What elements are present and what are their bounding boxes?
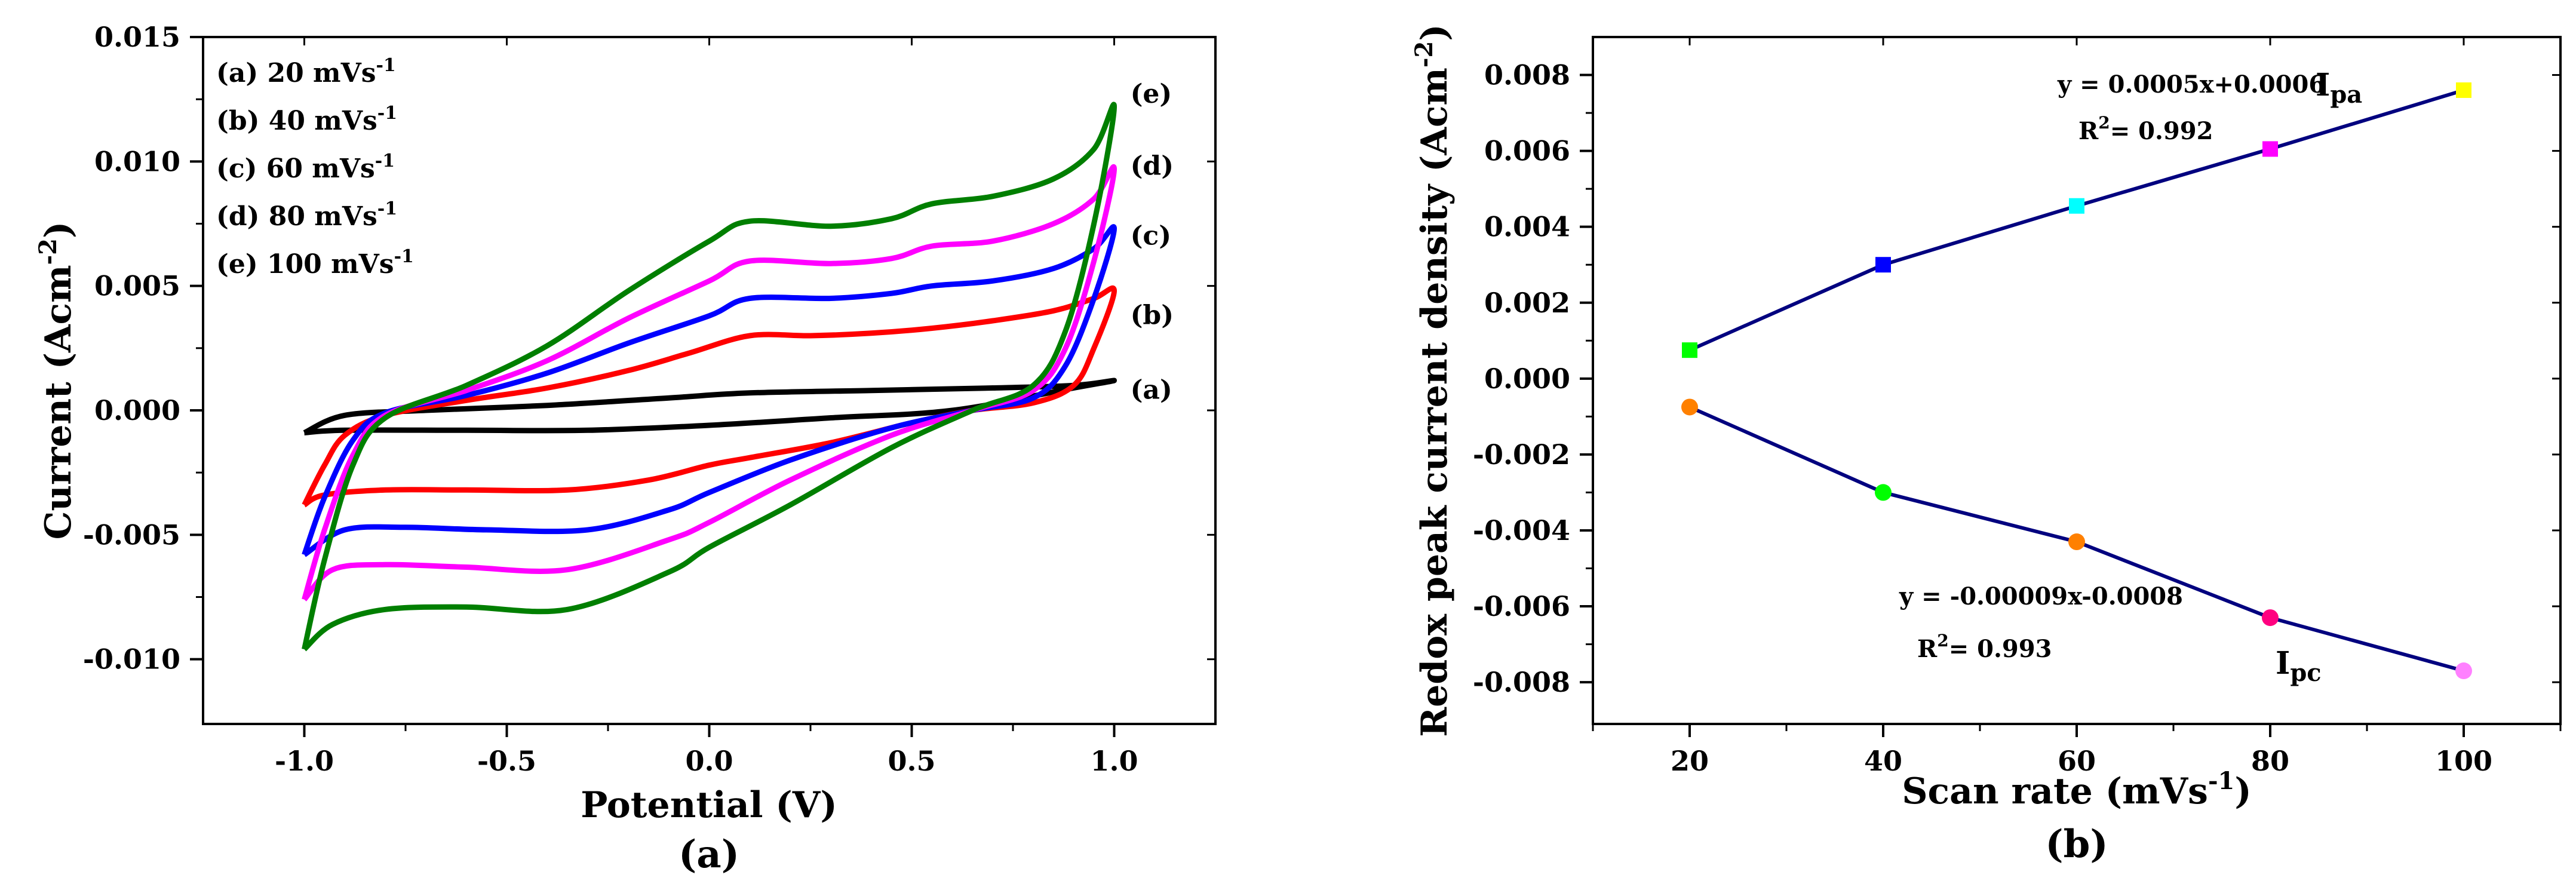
y-tick-label: 0.004 — [1484, 211, 1570, 243]
x-tick-label: 0.5 — [888, 745, 935, 777]
point-Ipc — [2262, 609, 2279, 627]
scan-rate-panel-label: (b) — [2045, 822, 2108, 867]
y-tick-label: 0.005 — [94, 270, 180, 302]
curve-label: (d) — [1131, 151, 1174, 182]
x-tick-label: -1.0 — [275, 745, 334, 777]
cv-plot-frame — [202, 36, 1217, 725]
cv-y-axis-title: Current (Acm-2) — [34, 222, 79, 540]
curve-label: (c) — [1131, 220, 1171, 251]
cv-curve-labels: (e) (d) (c) (b) (a) — [1131, 79, 1174, 406]
scan-rate-chart-panel: 20 40 60 80 100 -0.008 -0.006 -0.004 -0.002 0.000… — [1410, 24, 2562, 867]
y-tick-label: -0.005 — [83, 518, 180, 551]
point-Ipc — [2455, 662, 2472, 680]
legend-item-b: (b) 40 mVs-1 — [216, 103, 397, 136]
x-tick-label: 60 — [2058, 745, 2096, 777]
curve-label: (a) — [1131, 375, 1172, 406]
y-tick-label: 0.010 — [94, 145, 180, 177]
scan-rate-x-axis-title: Scan rate (mVs-1) — [1902, 767, 2252, 812]
x-tick-label: 80 — [2251, 745, 2289, 777]
cv-curve-b — [302, 285, 1117, 508]
scan-rate-y-axis-title: Redox peak current density (Acm-2) — [1410, 24, 1456, 737]
ipa-r-squared: R2= 0.992 — [2078, 113, 2213, 145]
y-tick-label: -0.008 — [1473, 666, 1570, 698]
y-tick-label: 0.000 — [94, 394, 180, 426]
ipc-label: Ipc — [2276, 645, 2322, 687]
point-Ipc — [2068, 533, 2085, 551]
x-tick-label: -0.5 — [477, 745, 536, 777]
cv-legend: (a) 20 mVs-1 (b) 40 mVs-1 (c) 60 mVs-1 (… — [216, 55, 414, 280]
cv-curve-d — [302, 164, 1117, 602]
legend-item-e: (e) 100 mVs-1 — [216, 246, 414, 280]
cv-chart-panel: -1.0 -0.5 0.0 0.5 1.0 -0.010 -0.005 0.000 0.005 0… — [34, 21, 1217, 877]
cv-x-axis-title: Potential (V) — [581, 784, 837, 826]
x-tick-label: 0.0 — [685, 745, 733, 777]
cv-curve-e — [302, 102, 1117, 652]
legend-item-a: (a) 20 mVs-1 — [216, 55, 396, 88]
scan-rate-plot-frame — [1592, 36, 2562, 725]
point-Ipc — [1875, 484, 1892, 501]
y-tick-label: -0.010 — [83, 643, 180, 676]
y-tick-label: 0.008 — [1484, 59, 1570, 91]
cv-panel-label: (a) — [678, 832, 739, 877]
x-tick-label: 1.0 — [1090, 745, 1138, 777]
cv-curves — [302, 102, 1117, 652]
point-Ipc — [1681, 398, 1698, 416]
fit-line-Ipa — [1688, 88, 2464, 352]
y-tick-label: 0.015 — [94, 21, 180, 53]
ipa-equation: y = 0.0005x+0.0006 — [2057, 70, 2325, 99]
cv-tick-labels: -1.0 -0.5 0.0 0.5 1.0 -0.010 -0.005 0.000 0.005 0… — [83, 21, 1138, 777]
cv-curve-a — [303, 378, 1117, 435]
y-tick-label: -0.004 — [1473, 514, 1570, 547]
x-tick-label: 100 — [2435, 745, 2492, 777]
legend-item-d: (d) 80 mVs-1 — [216, 198, 397, 232]
ipc-equation: y = -0.00009x-0.0008 — [1899, 582, 2183, 610]
scan-rate-tick-labels: 20 40 60 80 100 -0.008 -0.006 -0.004 -0.002 0.000… — [1473, 59, 2492, 777]
ipc-r-squared: R2= 0.993 — [1917, 631, 2052, 663]
ipa-label: Ipa — [2316, 67, 2362, 109]
point-Ipa — [1875, 257, 1891, 273]
scan-rate-axis-ticks — [1580, 37, 2562, 737]
point-Ipa — [2262, 141, 2278, 157]
x-tick-label: 20 — [1671, 745, 1709, 777]
legend-item-c: (c) 60 mVs-1 — [216, 151, 395, 184]
y-tick-label: -0.002 — [1473, 438, 1570, 471]
cv-curve-c — [302, 224, 1117, 557]
y-tick-label: 0.006 — [1484, 135, 1570, 167]
y-tick-label: 0.000 — [1484, 363, 1570, 395]
y-tick-label: 0.002 — [1484, 287, 1570, 319]
curve-label: (b) — [1131, 300, 1174, 331]
point-Ipa — [2456, 82, 2471, 98]
scan-rate-points — [1681, 82, 2472, 680]
curve-label: (e) — [1131, 79, 1172, 109]
y-tick-label: -0.006 — [1473, 590, 1570, 622]
point-Ipa — [2069, 198, 2084, 214]
point-Ipa — [1682, 342, 1697, 358]
x-tick-label: 40 — [1864, 745, 1902, 777]
